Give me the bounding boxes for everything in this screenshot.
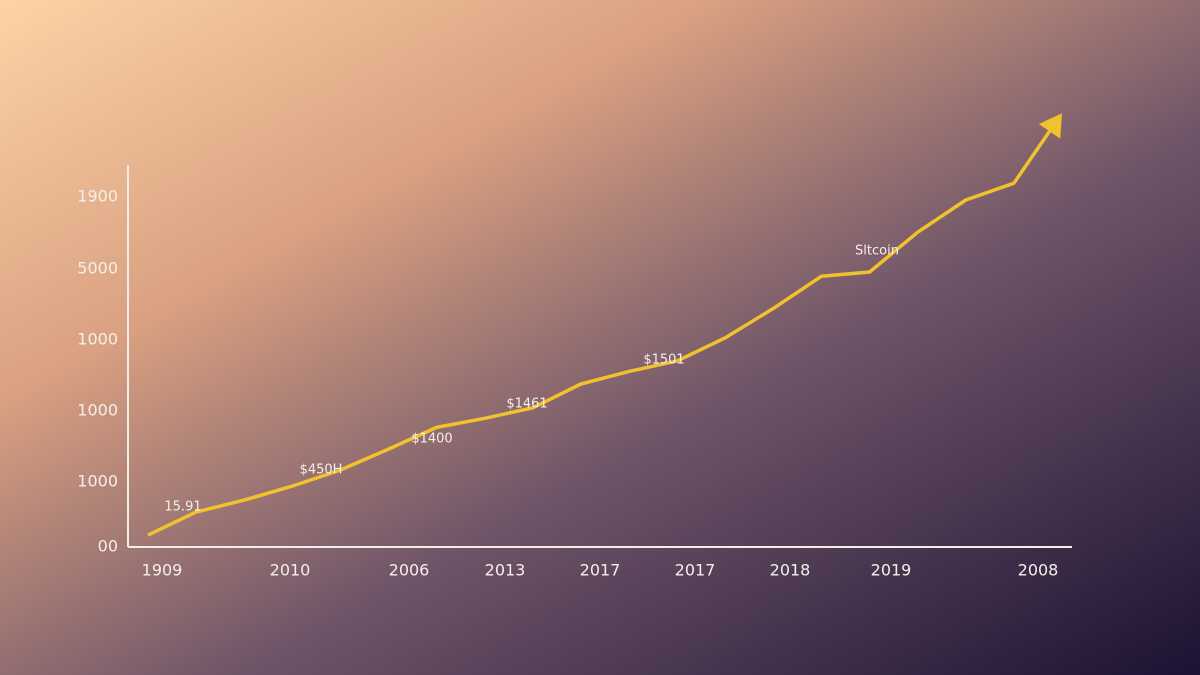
- y-tick-label: 1000: [77, 472, 118, 491]
- annotation: $1461: [506, 397, 547, 412]
- x-tick-label: 2006: [389, 561, 430, 580]
- annotation: $450H: [300, 463, 343, 478]
- y-tick-label: 5000: [77, 259, 118, 278]
- x-tick-label: 2008: [1018, 561, 1059, 580]
- data-line: [147, 125, 1055, 537]
- y-tick-label: 1000: [77, 330, 118, 349]
- x-tick-label: 2013: [485, 561, 526, 580]
- x-tick-label: 2017: [675, 561, 716, 580]
- annotation: Sltcoin: [855, 244, 899, 259]
- y-tick-label: 1900: [77, 187, 118, 206]
- annotation: $1400: [411, 432, 452, 447]
- x-tick-label: 2019: [871, 561, 912, 580]
- x-tick-label: 2018: [770, 561, 811, 580]
- annotation: $1501: [643, 353, 684, 368]
- annotation: 15.91: [164, 500, 201, 515]
- x-tick-label: 1909: [142, 561, 183, 580]
- y-tick-label: 00: [98, 537, 118, 556]
- arrow-head: [1038, 113, 1062, 139]
- y-tick-label: 1000: [77, 401, 118, 420]
- x-tick-label: 2010: [270, 561, 311, 580]
- x-tick-label: 2017: [580, 561, 621, 580]
